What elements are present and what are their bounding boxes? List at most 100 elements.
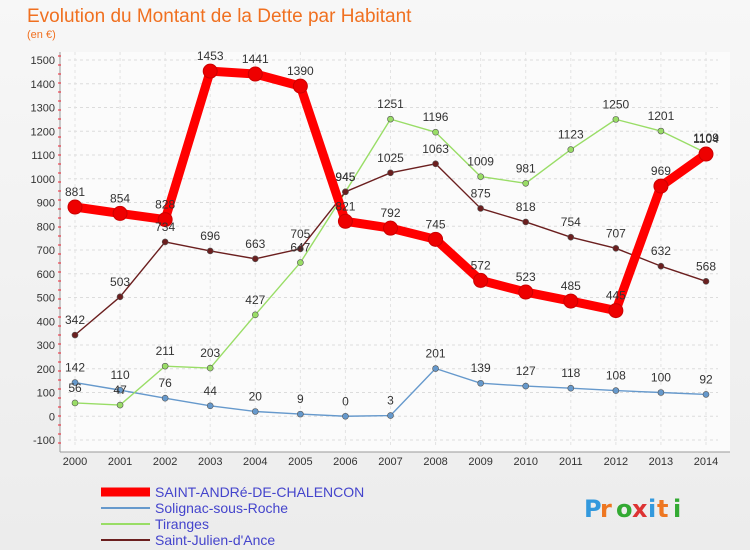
data-label: 1063 (422, 142, 449, 156)
brand-letter: i (648, 495, 656, 523)
series-point-0 (112, 205, 128, 221)
axes: -100010020030040050060070080090010001100… (31, 52, 730, 468)
legend-label: Solignac-sous-Roche (155, 500, 288, 516)
data-label: 3 (387, 394, 394, 408)
series-point-1 (342, 412, 349, 420)
data-label: 1109 (693, 131, 719, 145)
data-label: 127 (516, 364, 536, 378)
data-label: 945 (335, 170, 355, 184)
x-tick-label: 2000 (63, 456, 87, 468)
series-point-3 (297, 245, 304, 253)
data-label: 1250 (603, 97, 630, 111)
series-point-3 (206, 247, 214, 255)
series-point-3 (116, 293, 124, 301)
data-label: 969 (651, 164, 671, 178)
x-tick-label: 2011 (559, 456, 583, 468)
data-label: 445 (606, 289, 626, 303)
y-tick-label: 900 (37, 198, 55, 210)
data-label: 56 (68, 381, 82, 395)
series-layer (67, 63, 714, 420)
series-point-0 (563, 293, 579, 309)
x-tick-label: 2007 (378, 456, 402, 468)
series-point-0 (202, 63, 218, 79)
data-label: 44 (204, 384, 218, 398)
y-tick-label: 1500 (31, 55, 55, 67)
brand-letter: t (657, 495, 668, 523)
data-label: 139 (471, 361, 491, 375)
series-point-3 (387, 169, 394, 177)
data-label: 503 (110, 275, 130, 289)
data-label: 1025 (377, 151, 404, 165)
x-tick-label: 2002 (153, 456, 177, 468)
chart-subtitle: (en €) (27, 29, 56, 41)
series-point-0 (247, 66, 263, 82)
y-tick-label: 800 (37, 221, 55, 233)
series-point-2 (387, 115, 394, 123)
data-label: 1009 (467, 155, 494, 169)
y-tick-label: 200 (37, 364, 55, 376)
x-tick-label: 2014 (694, 456, 718, 468)
series-point-3 (432, 160, 439, 168)
data-label: 854 (110, 191, 130, 205)
y-tick-label: 1400 (31, 79, 55, 91)
data-label: 1390 (287, 64, 314, 78)
chart-title: Evolution du Montant de la Dette par Hab… (27, 6, 412, 27)
y-tick-label: 300 (37, 340, 55, 352)
series-point-3 (657, 262, 665, 270)
series-point-1 (116, 386, 124, 394)
series-point-1 (71, 379, 79, 386)
data-label: 875 (471, 186, 491, 200)
x-tick-label: 2001 (108, 456, 132, 468)
data-label: 818 (516, 200, 536, 214)
data-label: 745 (426, 217, 446, 231)
x-tick-label: 2005 (288, 456, 312, 468)
data-label: 707 (606, 226, 626, 240)
data-label: 9 (297, 392, 304, 406)
series-point-2 (206, 364, 214, 372)
series-point-2 (612, 116, 620, 123)
series-point-1 (387, 412, 394, 419)
series-point-0 (698, 146, 714, 162)
x-tick-label: 2006 (333, 456, 357, 468)
data-label: 881 (65, 185, 85, 199)
series-point-3 (612, 245, 620, 252)
brand-letter: o (616, 495, 633, 523)
series-point-0 (292, 78, 308, 94)
series-point-2 (657, 127, 665, 135)
y-tick-label: 500 (37, 293, 55, 305)
data-label: 118 (561, 366, 580, 380)
data-label: 342 (65, 313, 85, 327)
series-point-2 (161, 362, 169, 370)
y-tick-label: -100 (33, 435, 55, 447)
data-label: 792 (380, 206, 400, 220)
data-label: 696 (200, 229, 220, 243)
brand-letter: i (673, 495, 681, 523)
series-point-1 (297, 410, 304, 418)
legend-label: Saint-Julien-d'Ance (155, 532, 275, 548)
data-label: 76 (158, 376, 172, 390)
series-point-0 (608, 303, 624, 319)
x-tick-label: 2003 (198, 456, 222, 468)
brand-letter: P (584, 495, 602, 523)
series-point-3 (522, 218, 530, 226)
data-label: 572 (471, 258, 491, 272)
data-label: 568 (696, 259, 716, 273)
brand-letter: r (600, 495, 612, 523)
series-point-2 (297, 259, 304, 266)
data-label: 1123 (558, 128, 584, 142)
data-label: 632 (651, 244, 671, 258)
series-point-1 (477, 379, 484, 387)
data-label: 92 (699, 372, 713, 386)
data-label: 734 (155, 220, 175, 234)
data-label: 108 (606, 369, 626, 383)
y-tick-label: 600 (37, 269, 55, 281)
series-point-3 (702, 278, 710, 285)
x-tick-label: 2009 (468, 456, 492, 468)
data-label: 705 (290, 227, 310, 241)
series-point-1 (612, 387, 620, 394)
x-tick-label: 2010 (513, 456, 537, 468)
y-tick-label: 1200 (31, 126, 55, 138)
series-point-1 (206, 402, 214, 410)
series-point-3 (251, 255, 259, 263)
